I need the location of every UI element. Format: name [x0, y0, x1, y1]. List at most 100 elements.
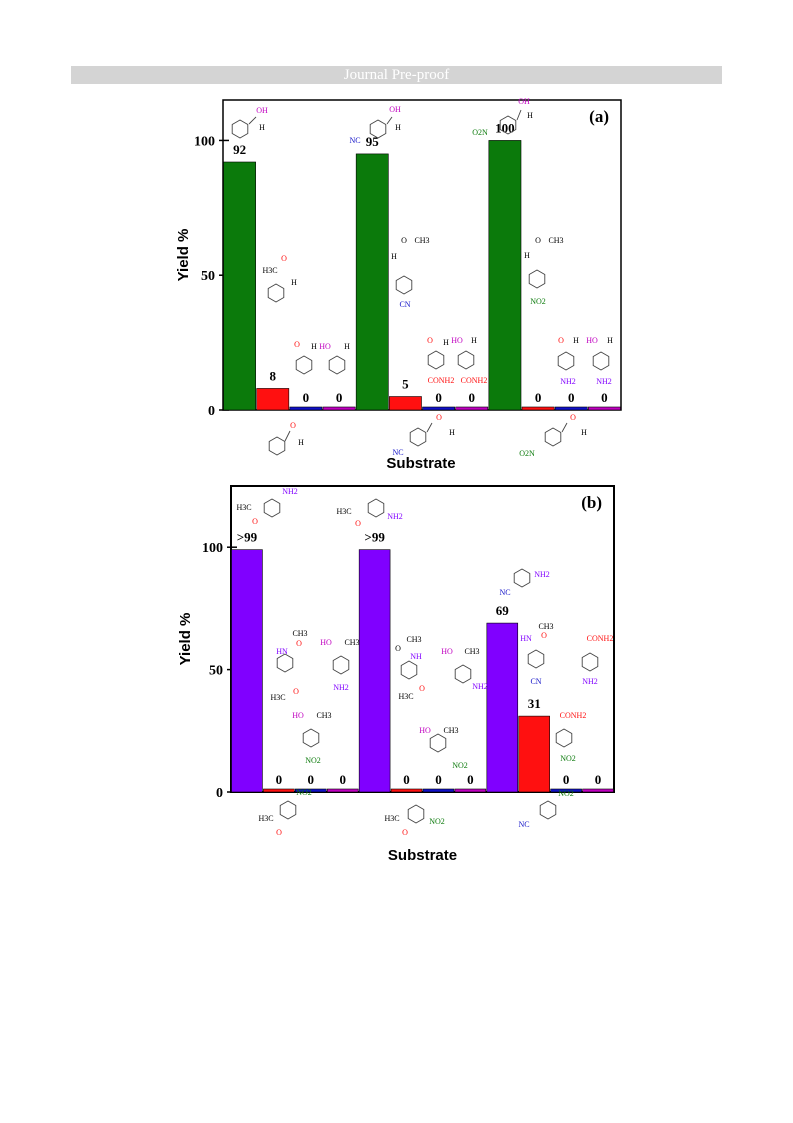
chart-a-data-label-g2-s1: 95: [366, 134, 380, 149]
chart-b-struct-g2-amide-label-h3c: H3C: [398, 692, 413, 701]
chart-b-struct-g2-alcohol-no2-label-ch3: CH3: [443, 726, 458, 735]
chart-a-data-label-g3-s4: 0: [601, 390, 608, 405]
journal-preproof-banner: Journal Pre-proof: [71, 66, 722, 84]
chart-b-bar-g2-s3: [422, 788, 455, 793]
chart-b-data-label-g3-s1: 69: [496, 603, 510, 618]
chart-a-struct-g1-acetate: H3C O H: [262, 254, 297, 303]
chart-a-struct-g1-alcohol-label-h: H: [259, 123, 265, 132]
chart-b-struct-g2-amide-label-nh: NH: [410, 652, 422, 661]
chart-b-struct-substrate-3: NC NO2: [518, 789, 573, 829]
chart-a-data-label-g3-s1: 100: [495, 120, 515, 135]
chart-b-struct-g3-nitrile-label-nh2: NH2: [534, 570, 550, 579]
chart-b-bar-g3-s3: [550, 788, 582, 793]
chart-b-struct-g1-amide-label-h3c: H3C: [270, 693, 285, 702]
chart-b-bar-g1-s1: [231, 549, 263, 793]
chart-b-x-axis-title: Substrate: [388, 847, 457, 864]
chart-a-struct-g3-alcohol-bond-1: [516, 109, 522, 121]
chart-a-struct-g3-alcohol-label-h: H: [527, 111, 533, 120]
chart-a-struct-g2-alcohol-bond-1: [386, 116, 393, 125]
chart-b-struct-g2-amide-ring: [400, 660, 418, 680]
chart-a-struct-substrate-1: OH: [268, 421, 304, 456]
chart-a-struct-g2-aldehyde: O H CONH2: [427, 336, 454, 385]
chart-b-struct-g3-conh2-no2-label-no2: NO2: [560, 754, 576, 763]
chart-b-struct-substrate-3-label-no2: NO2: [558, 789, 574, 798]
chart-a-struct-g3-acetate-label-ch3: CH3: [548, 236, 563, 245]
chart-a-struct-g2-alcohol-label-h: H: [395, 123, 401, 132]
chart-b-struct-substrate-3-ring: [539, 800, 557, 820]
chart-a-struct-g3-aldehyde: O H NH2: [557, 336, 579, 386]
chart-a-plot-frame: [222, 99, 622, 411]
chart-b: 0 50 100 Yield % Substrate (b) >99 0 0 0 >99 0 0 0 69 3…: [177, 485, 615, 864]
chart-a-struct-g2-aldehyde-label-o: O: [427, 336, 433, 345]
chart-a-struct-substrate-2-bond-1: [426, 422, 433, 433]
chart-a-struct-g2-alcohol2-label-ho: HO: [451, 336, 463, 345]
chart-b-struct-g2-alcohol-no2-ring: [429, 733, 447, 753]
chart-b-struct-g3-nitrile-label-nc: NC: [499, 588, 510, 597]
chart-a-struct-substrate-3-label-o: O: [570, 413, 576, 422]
chart-b-struct-g2-amide-label-o: O: [395, 644, 401, 653]
chart-b-bar-g1-s3: [295, 788, 327, 793]
chart-b-struct-g3-amide-ring: [527, 649, 545, 669]
chart-b-ytick-label-0: 0: [216, 786, 223, 801]
chart-b-struct-g3-conh2: CONH2 NH2: [581, 634, 614, 686]
chart-a-struct-substrate-1-ring: [268, 436, 286, 456]
chart-a-struct-g3-aldehyde-ring: [557, 351, 575, 371]
chart-a-struct-g2-alcohol: NC OH H: [349, 105, 401, 145]
chart-b-data-label-g2-s1: >99: [364, 530, 385, 545]
chart-b-struct-g3-amide-label-ch3: CH3: [538, 622, 553, 631]
chart-b-struct-g2-ketone-label-o: O: [355, 519, 361, 528]
chart-a-struct-g3-alcohol-label-o2n: O2N: [472, 128, 488, 137]
chart-b-struct-g3-conh2-label-conh2: CONH2: [587, 634, 614, 643]
chart-b-struct-g2-alcohol-no2-label-ho: HO: [419, 726, 431, 735]
chart-a-struct-g2-acetate-ring: [395, 275, 413, 295]
chart-a-bar-g1-s2: [256, 388, 290, 411]
chart-b-struct-g2-amide-label-o2: O: [419, 684, 425, 693]
chart-a-bar-g1-s4: [322, 406, 356, 411]
chart-b-struct-g1-alcohol-nh2-label-nh2: NH2: [333, 683, 349, 692]
chart-a-struct-g3-alcohol2-label-nh2: NH2: [596, 377, 612, 386]
chart-a-struct-g1-alcohol2-ring: [328, 355, 346, 375]
chart-b-struct-substrate-1-ring: [279, 800, 297, 820]
chart-a-struct-substrate-2: NC OH: [392, 413, 455, 457]
chart-a-struct-g1-alcohol-ring: [231, 119, 249, 139]
chart-a-struct-g1-aldehyde-label-h: H: [311, 342, 317, 351]
chart-b-struct-g3-amide-label-o: O: [541, 631, 547, 640]
chart-a-bar-g3-s3: [554, 406, 588, 411]
chart-a-struct-g1-acetate-label-o: O: [281, 254, 287, 263]
chart-b-bar-g3-s1: [486, 622, 519, 793]
chart-b-struct-g1-alcohol-nh2-ring: [332, 655, 350, 675]
chart-a-bar-g2-s3: [422, 406, 455, 411]
chart-b-struct-g1-alcohol-no2: HO CH3 NO2: [292, 711, 331, 765]
chart-a-struct-g3-alcohol: O2N OH H: [472, 97, 533, 137]
chart-b-data-label-g2-s4: 0: [467, 772, 474, 787]
chart-b-bar-g1-s2: [263, 788, 295, 793]
chart-b-struct-g1-amide-label-ch3: CH3: [292, 629, 307, 638]
chart-b-data-label-g1-s2: 0: [276, 772, 283, 787]
chart-a-struct-g3-aldehyde-label-nh2: NH2: [560, 377, 576, 386]
chart-b-struct-g1-alcohol-nh2: HO CH3 NH2: [320, 638, 359, 692]
chart-b-struct-g2-alcohol-nh2-ring: [454, 664, 472, 684]
chart-a-data-label-g1-s1: 92: [233, 142, 246, 157]
chart-a-struct-g2-alcohol2: HO H CONH2: [451, 336, 487, 385]
chart-a-bar-g1-s1: [223, 161, 256, 411]
chart-b-struct-substrate-1-label-no2: NO2: [296, 788, 312, 797]
chart-b-struct-g1-amide: CH3 HN O H3C O: [270, 629, 307, 702]
chart-a-struct-g2-acetate-label-ch3: CH3: [414, 236, 429, 245]
chart-a-struct-g3-alcohol2-ring: [592, 351, 610, 371]
chart-a-struct-g1-alcohol-bond-0: [248, 116, 257, 125]
chart-a-struct-substrate-3: O2N OH: [519, 413, 587, 458]
chart-b-struct-g2-ketone: H3C O NH2: [336, 498, 403, 528]
chart-b-struct-g2-ketone-label-nh2: NH2: [387, 512, 403, 521]
chart-b-struct-g3-nitrile-ring: [513, 568, 531, 588]
chart-a-struct-g2-aldehyde-label-h: H: [443, 338, 449, 347]
chart-b-struct-g3-amide-label-hn: HN: [520, 634, 532, 643]
chart-a-struct-g1-alcohol2: HO H: [319, 342, 350, 375]
chart-a-struct-g1-alcohol: OH H: [231, 106, 268, 139]
chart-a-bar-g2-s2: [389, 396, 422, 411]
chart-a-struct-g2-alcohol2-label-h: H: [471, 336, 477, 345]
chart-b-struct-substrate-1-label-o: O: [276, 828, 282, 837]
chart-a-bar-g1-s3: [289, 406, 323, 411]
chart-b-struct-g1-ketone-ring: [263, 498, 281, 518]
chart-a-struct-g1-acetate-ring: [267, 283, 285, 303]
